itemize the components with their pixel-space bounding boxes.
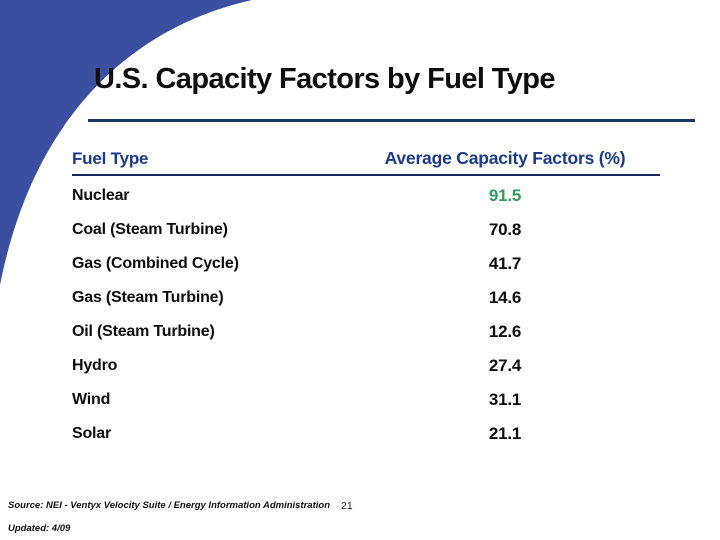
column-header-fuel-type: Fuel Type bbox=[72, 149, 149, 168]
title-underline bbox=[88, 119, 695, 122]
fuel-cell: Solar bbox=[72, 425, 112, 442]
slide-page-number: 21 bbox=[341, 500, 353, 512]
value-cell: 27.4 bbox=[488, 356, 522, 375]
value-cell: 21.1 bbox=[488, 424, 522, 443]
fuel-cell: Gas (Steam Turbine) bbox=[72, 289, 224, 306]
table-row: Solar 21.1 bbox=[72, 417, 660, 451]
value-cell-highlighted: 91.5 bbox=[488, 186, 522, 205]
fuel-cell: Nuclear bbox=[72, 187, 130, 204]
source-attribution: Source: NEI - Ventyx Velocity Suite / En… bbox=[8, 500, 330, 511]
value-cell: 12.6 bbox=[488, 322, 522, 341]
column-header-average-capacity: Average Capacity Factors (%) bbox=[384, 148, 626, 168]
table-row: Wind 31.1 bbox=[72, 383, 660, 417]
table-row: Gas (Combined Cycle) 41.7 bbox=[72, 247, 660, 281]
page-title: U.S. Capacity Factors by Fuel Type bbox=[94, 63, 556, 95]
value-cell: 14.6 bbox=[488, 288, 522, 307]
value-cell: 70.8 bbox=[488, 220, 522, 239]
table-row: Hydro 27.4 bbox=[72, 349, 660, 383]
fuel-cell: Wind bbox=[72, 391, 111, 408]
table-body: Nuclear 91.5 Coal (Steam Turbine) 70.8 G… bbox=[72, 179, 660, 451]
fuel-cell: Hydro bbox=[72, 357, 118, 374]
table-row: Gas (Steam Turbine) 14.6 bbox=[72, 281, 660, 315]
updated-date: Updated: 4/09 bbox=[8, 523, 71, 534]
value-cell: 31.1 bbox=[488, 390, 522, 409]
fuel-cell: Coal (Steam Turbine) bbox=[72, 221, 228, 238]
value-cell: 41.7 bbox=[488, 254, 522, 273]
table-header-row: Fuel Type Average Capacity Factors (%) bbox=[72, 138, 660, 176]
fuel-cell: Gas (Combined Cycle) bbox=[72, 255, 239, 272]
capacity-factors-table: Fuel Type Average Capacity Factors (%) N… bbox=[72, 138, 660, 451]
table-row: Oil (Steam Turbine) 12.6 bbox=[72, 315, 660, 349]
fuel-cell: Oil (Steam Turbine) bbox=[72, 323, 215, 340]
table-row: Coal (Steam Turbine) 70.8 bbox=[72, 213, 660, 247]
table-row: Nuclear 91.5 bbox=[72, 179, 660, 213]
